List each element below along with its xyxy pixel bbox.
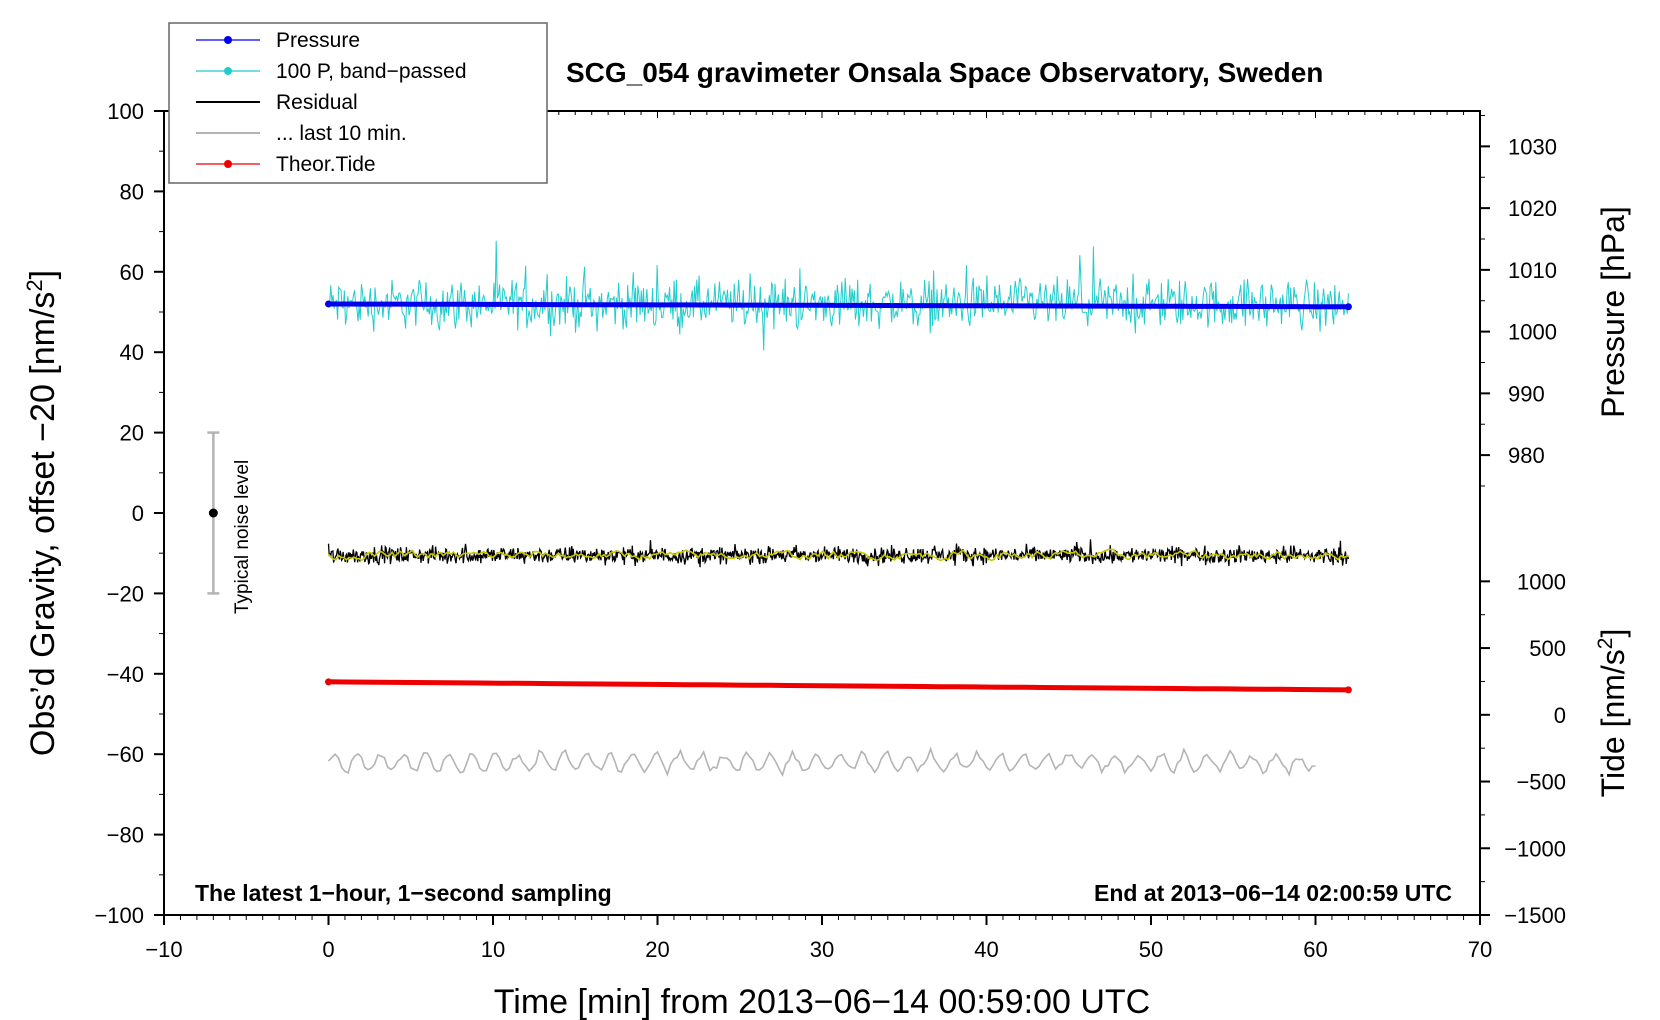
x-tick-label: 40 <box>974 937 998 962</box>
y-tick-label: −100 <box>94 903 144 928</box>
tide-tick-label: 1000 <box>1517 569 1566 594</box>
y-tick-label: −80 <box>107 823 144 848</box>
series-pressure-end-marker <box>1344 303 1352 311</box>
pressure-tick-label: 1030 <box>1508 134 1557 159</box>
tide-axis-title: Tide [nm/s2] <box>1594 629 1631 798</box>
y-axis-title: Obs’d Gravity, offset −20 [nm/s2] <box>22 270 62 756</box>
annotation-bottom-left: The latest 1−hour, 1−second sampling <box>195 880 612 906</box>
y-tick-label: 0 <box>132 501 144 526</box>
y-axis-title-end: ] <box>24 270 62 279</box>
x-tick-label: 50 <box>1139 937 1163 962</box>
x-tick-label: 60 <box>1303 937 1327 962</box>
x-axis: −10 0 10 20 30 40 50 60 70 <box>145 915 1492 962</box>
legend-label: Pressure <box>276 29 360 52</box>
tide-axis-title-superscript: 2 <box>1594 638 1617 650</box>
legend-label: Residual <box>276 91 358 114</box>
series-pressure-start-marker <box>325 300 332 308</box>
x-tick-label: 20 <box>645 937 669 962</box>
legend-marker <box>224 36 232 44</box>
x-tick-label: 0 <box>322 937 334 962</box>
pressure-axis: 980 990 1000 1010 1020 1030 <box>1480 115 1557 487</box>
x-axis-title: Time [min] from 2013−06−14 00:59:00 UTC <box>494 983 1150 1020</box>
series-layer <box>325 240 1352 778</box>
legend-label: Theor.Tide <box>276 153 376 176</box>
pressure-axis-title: Pressure [hPa] <box>1595 206 1631 418</box>
typical-noise-bar <box>207 431 220 595</box>
legend-marker <box>224 160 232 168</box>
y-tick-label: −40 <box>107 662 144 687</box>
tide-tick-label: −500 <box>1516 770 1566 795</box>
pressure-tick-label: 980 <box>1508 443 1545 468</box>
tide-axis: −1500 −1000 −500 0 500 1000 <box>1480 569 1566 928</box>
series-residual-smoothed <box>327 548 1349 562</box>
y-axis-title-superscript: 2 <box>22 279 47 291</box>
y-tick-label: −60 <box>107 742 144 767</box>
series-pressure <box>326 301 1351 310</box>
legend-label: ... last 10 min. <box>276 122 407 145</box>
legend-marker <box>224 67 232 75</box>
series-theor-tide <box>326 679 1351 693</box>
pressure-tick-label: 1000 <box>1508 320 1557 345</box>
tide-axis-title-end: ] <box>1595 629 1631 638</box>
tide-axis-title-main: Tide [nm/s <box>1595 649 1631 797</box>
pressure-tick-label: 990 <box>1508 381 1545 406</box>
x-tick-label: 10 <box>481 937 505 962</box>
legend-label: 100 P, band−passed <box>276 60 467 83</box>
y-axis: −100 −80 −60 −40 −20 0 20 40 60 80 100 <box>94 99 164 928</box>
noise-bar-center-dot <box>208 508 218 518</box>
annotation-bottom-right: End at 2013−06−14 02:00:59 UTC <box>1094 880 1452 906</box>
legend: Pressure 100 P, band−passed Residual ... la… <box>168 22 548 184</box>
tide-tick-label: −1000 <box>1504 836 1566 861</box>
y-tick-label: 20 <box>120 421 144 446</box>
y-tick-label: 80 <box>120 179 144 204</box>
series-band-passed <box>328 240 1349 351</box>
pressure-tick-label: 1020 <box>1508 196 1557 221</box>
x-tick-label: 30 <box>810 937 834 962</box>
tide-tick-label: −1500 <box>1504 903 1566 928</box>
series-last-10-min <box>327 746 1316 778</box>
noise-bar-label: Typical noise level <box>232 460 253 614</box>
x-tick-label: 70 <box>1468 937 1492 962</box>
y-axis-title-main: Obs’d Gravity, offset −20 [nm/s <box>24 292 62 757</box>
series-theor-tide-start-marker <box>325 678 332 686</box>
tide-tick-label: 0 <box>1554 703 1566 728</box>
pressure-tick-label: 1010 <box>1508 258 1557 283</box>
series-theor-tide-end-marker <box>1344 686 1352 694</box>
chart-title: SCG_054 gravimeter Onsala Space Observat… <box>566 57 1323 88</box>
series-residual <box>327 539 1350 568</box>
y-tick-label: −20 <box>107 581 144 606</box>
tide-tick-label: 500 <box>1529 636 1566 661</box>
y-tick-label: 100 <box>107 99 144 124</box>
y-tick-label: 60 <box>120 260 144 285</box>
x-tick-label: −10 <box>145 937 182 962</box>
y-tick-label: 40 <box>120 340 144 365</box>
